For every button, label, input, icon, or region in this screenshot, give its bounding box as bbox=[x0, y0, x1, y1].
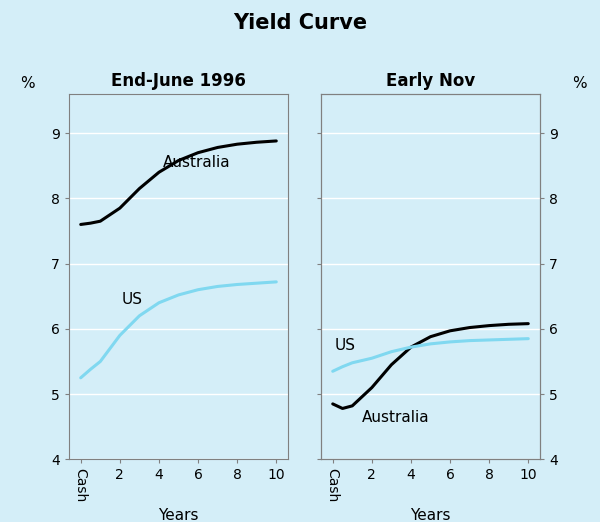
Text: US: US bbox=[335, 338, 356, 353]
Text: Australia: Australia bbox=[163, 155, 230, 170]
Text: %: % bbox=[20, 76, 34, 91]
Text: Australia: Australia bbox=[362, 410, 430, 424]
Title: End-June 1996: End-June 1996 bbox=[111, 72, 246, 90]
Text: %: % bbox=[572, 76, 586, 91]
X-axis label: Years: Years bbox=[410, 508, 451, 522]
X-axis label: Years: Years bbox=[158, 508, 199, 522]
Text: US: US bbox=[122, 292, 143, 307]
Text: Yield Curve: Yield Curve bbox=[233, 13, 367, 33]
Title: Early Nov: Early Nov bbox=[386, 72, 475, 90]
